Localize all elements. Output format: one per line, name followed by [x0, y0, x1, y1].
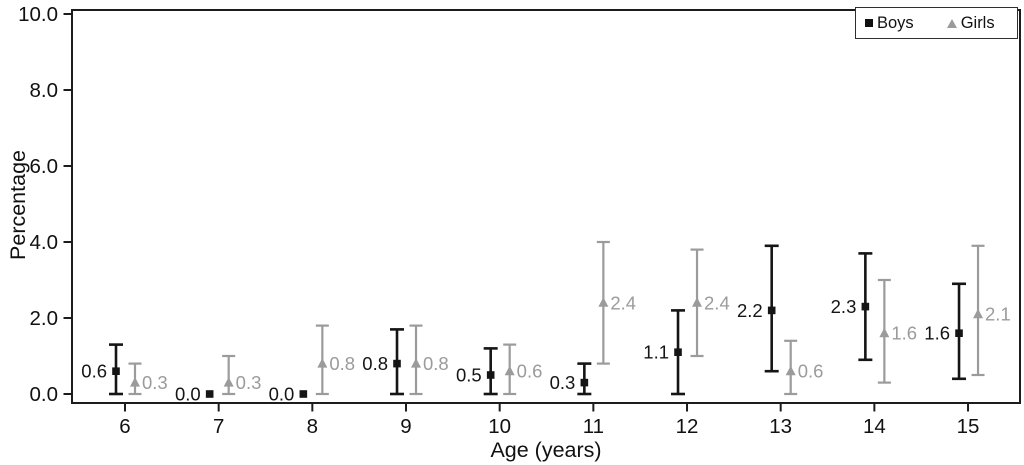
svg-text:6.0: 6.0 — [30, 155, 59, 178]
svg-text:2.2: 2.2 — [737, 300, 763, 321]
svg-text:0.3: 0.3 — [550, 372, 576, 393]
svg-text:10: 10 — [488, 415, 511, 438]
svg-text:8: 8 — [307, 415, 318, 438]
svg-text:1.1: 1.1 — [643, 342, 669, 363]
svg-text:0.8: 0.8 — [362, 353, 388, 374]
svg-text:2.4: 2.4 — [704, 292, 730, 313]
svg-text:9: 9 — [400, 415, 411, 438]
svg-text:0.0: 0.0 — [269, 384, 295, 405]
svg-text:2.0: 2.0 — [30, 307, 59, 330]
svg-text:2.1: 2.1 — [985, 304, 1011, 325]
svg-text:0.3: 0.3 — [236, 372, 262, 393]
svg-text:0.0: 0.0 — [30, 383, 59, 406]
legend-label-boys: Boys — [877, 13, 914, 32]
svg-text:1.6: 1.6 — [891, 323, 917, 344]
svg-text:13: 13 — [769, 415, 792, 438]
svg-text:6: 6 — [119, 415, 130, 438]
svg-text:15: 15 — [957, 415, 980, 438]
legend-entry-boys: Boys — [865, 14, 914, 33]
legend-label-girls: Girls — [960, 13, 995, 32]
legend: Boys Girls — [855, 7, 1018, 39]
svg-text:2.4: 2.4 — [610, 292, 636, 313]
svg-text:0.8: 0.8 — [329, 353, 355, 374]
svg-text:11: 11 — [583, 415, 604, 438]
svg-text:0.0: 0.0 — [175, 384, 201, 405]
x-axis-label: Age (years) — [490, 438, 602, 462]
svg-text:0.3: 0.3 — [142, 372, 168, 393]
girls-triangle-marker-icon — [946, 18, 957, 28]
svg-text:0.6: 0.6 — [517, 361, 543, 382]
svg-text:14: 14 — [863, 415, 886, 438]
svg-text:0.5: 0.5 — [456, 365, 482, 386]
legend-entry-girls: Girls — [946, 13, 995, 33]
svg-text:7: 7 — [213, 415, 224, 438]
boys-square-marker-icon — [865, 19, 873, 27]
svg-text:2.3: 2.3 — [831, 296, 857, 317]
svg-text:0.6: 0.6 — [81, 361, 107, 382]
y-axis-label: Percentage — [6, 150, 30, 260]
svg-text:12: 12 — [676, 415, 699, 438]
svg-text:0.6: 0.6 — [798, 361, 824, 382]
svg-text:1.6: 1.6 — [924, 323, 950, 344]
svg-text:4.0: 4.0 — [30, 231, 59, 254]
svg-text:0.8: 0.8 — [423, 353, 449, 374]
svg-text:8.0: 8.0 — [30, 79, 59, 102]
svg-text:10.0: 10.0 — [18, 3, 58, 26]
